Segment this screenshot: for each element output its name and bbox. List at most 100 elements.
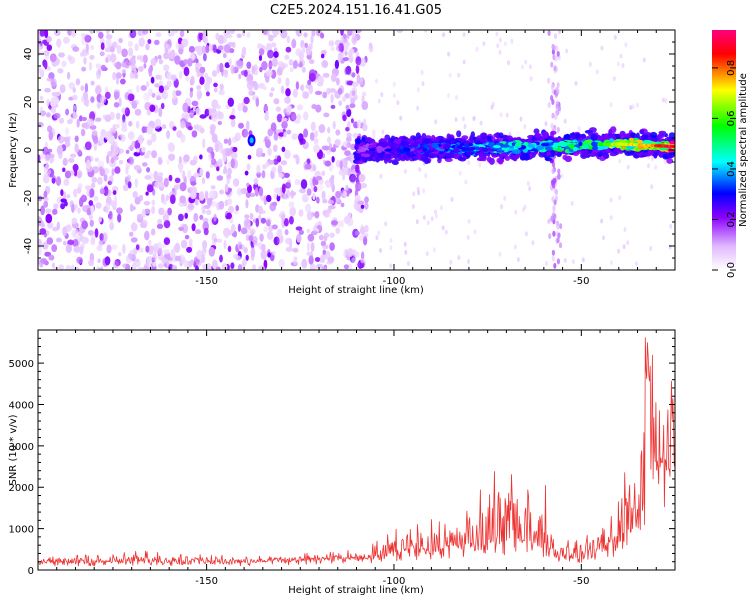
noise-blob	[66, 194, 71, 199]
noise-blob	[148, 67, 152, 75]
noise-blob	[64, 127, 69, 136]
sparse-blob	[563, 258, 567, 263]
noise-blob	[211, 133, 218, 143]
noise-blob	[344, 93, 351, 99]
noise-blob	[351, 72, 356, 78]
sparse-blob	[392, 81, 396, 87]
noise-blob	[243, 69, 248, 77]
noise-blob	[296, 113, 302, 121]
noise-blob	[272, 250, 276, 256]
noise-blob	[82, 236, 89, 244]
noise-blob	[184, 212, 188, 219]
noise-blob	[65, 108, 69, 116]
sparse-blob	[636, 102, 639, 108]
streak-blob	[547, 102, 551, 108]
noise-blob	[284, 229, 289, 236]
noise-blob	[162, 198, 167, 205]
noise-blob	[39, 69, 45, 78]
sparse-blob	[507, 60, 510, 66]
noise-blob	[118, 160, 124, 165]
noise-blob	[246, 31, 251, 38]
noise-blob	[80, 128, 86, 137]
noise-blob	[45, 208, 52, 214]
noise-blob	[209, 124, 216, 132]
noise-blob	[158, 263, 164, 269]
sparse-blob	[458, 170, 462, 176]
sparse-blob	[600, 218, 604, 224]
noise-blob	[55, 176, 62, 187]
noise-blob	[276, 155, 282, 163]
noise-blob	[144, 208, 151, 214]
noise-blob	[206, 209, 212, 215]
core-blob	[404, 141, 410, 145]
streak-blob	[555, 103, 559, 110]
noise-blob	[40, 258, 48, 264]
noise-blob	[268, 34, 274, 42]
sparse-blob	[463, 124, 467, 129]
sparse-blob	[415, 219, 419, 225]
noise-blob	[251, 264, 257, 270]
noise-blob	[179, 182, 187, 192]
noise-blob	[321, 53, 325, 59]
noise-blob	[292, 60, 298, 69]
sparse-blob	[577, 126, 581, 132]
sparse-blob	[426, 220, 430, 226]
sparse-blob	[609, 215, 613, 221]
noise-blob	[161, 90, 168, 100]
noise-blob	[121, 48, 128, 58]
band-blob	[610, 126, 617, 134]
noise-blob	[306, 228, 310, 234]
sparse-blob	[649, 246, 653, 251]
noise-blob	[301, 45, 306, 54]
noise-blob	[129, 71, 135, 79]
noise-blob	[97, 258, 101, 264]
noise-blob	[196, 250, 203, 260]
noise-blob	[40, 205, 45, 216]
noise-blob	[346, 80, 354, 86]
noise-blob	[212, 259, 218, 270]
sparse-blob	[631, 104, 635, 110]
streak-blob	[554, 189, 559, 196]
noise-blob	[290, 189, 295, 199]
noise-blob	[334, 59, 339, 69]
noise-blob	[183, 59, 189, 65]
noise-blob	[42, 146, 49, 155]
noise-blob	[299, 60, 303, 68]
noise-blob	[158, 107, 163, 118]
noise-blob	[352, 81, 359, 88]
noise-blob	[283, 131, 287, 138]
noise-blob	[266, 231, 274, 240]
noise-blob	[206, 76, 212, 85]
noise-blob	[95, 63, 101, 69]
noise-blob	[38, 216, 43, 226]
noise-blob	[72, 46, 80, 52]
noise-blob	[344, 215, 351, 224]
noise-blob	[298, 210, 304, 217]
noise-blob	[351, 90, 356, 96]
noise-blob	[73, 105, 77, 111]
noise-blob	[56, 38, 62, 48]
noise-blob	[78, 183, 83, 189]
noise-blob	[99, 188, 106, 195]
noise-blob	[285, 88, 291, 97]
noise-blob	[113, 102, 120, 108]
noise-blob	[264, 114, 270, 121]
band-blob	[446, 133, 451, 141]
noise-blob	[246, 163, 251, 171]
noise-blob	[241, 46, 246, 57]
noise-blob	[269, 63, 273, 68]
noise-blob	[90, 182, 96, 189]
noise-blob	[261, 61, 268, 71]
band-blob	[486, 135, 492, 141]
noise-blob	[309, 132, 315, 141]
noise-blob	[142, 54, 148, 64]
noise-blob	[353, 37, 357, 42]
noise-blob	[342, 190, 347, 198]
noise-blob	[253, 82, 259, 91]
noise-blob	[237, 223, 241, 232]
streak-blob	[550, 84, 555, 91]
streak-blob	[550, 95, 554, 101]
noise-blob	[321, 190, 326, 200]
noise-blob	[195, 265, 199, 270]
noise-blob	[51, 92, 58, 97]
